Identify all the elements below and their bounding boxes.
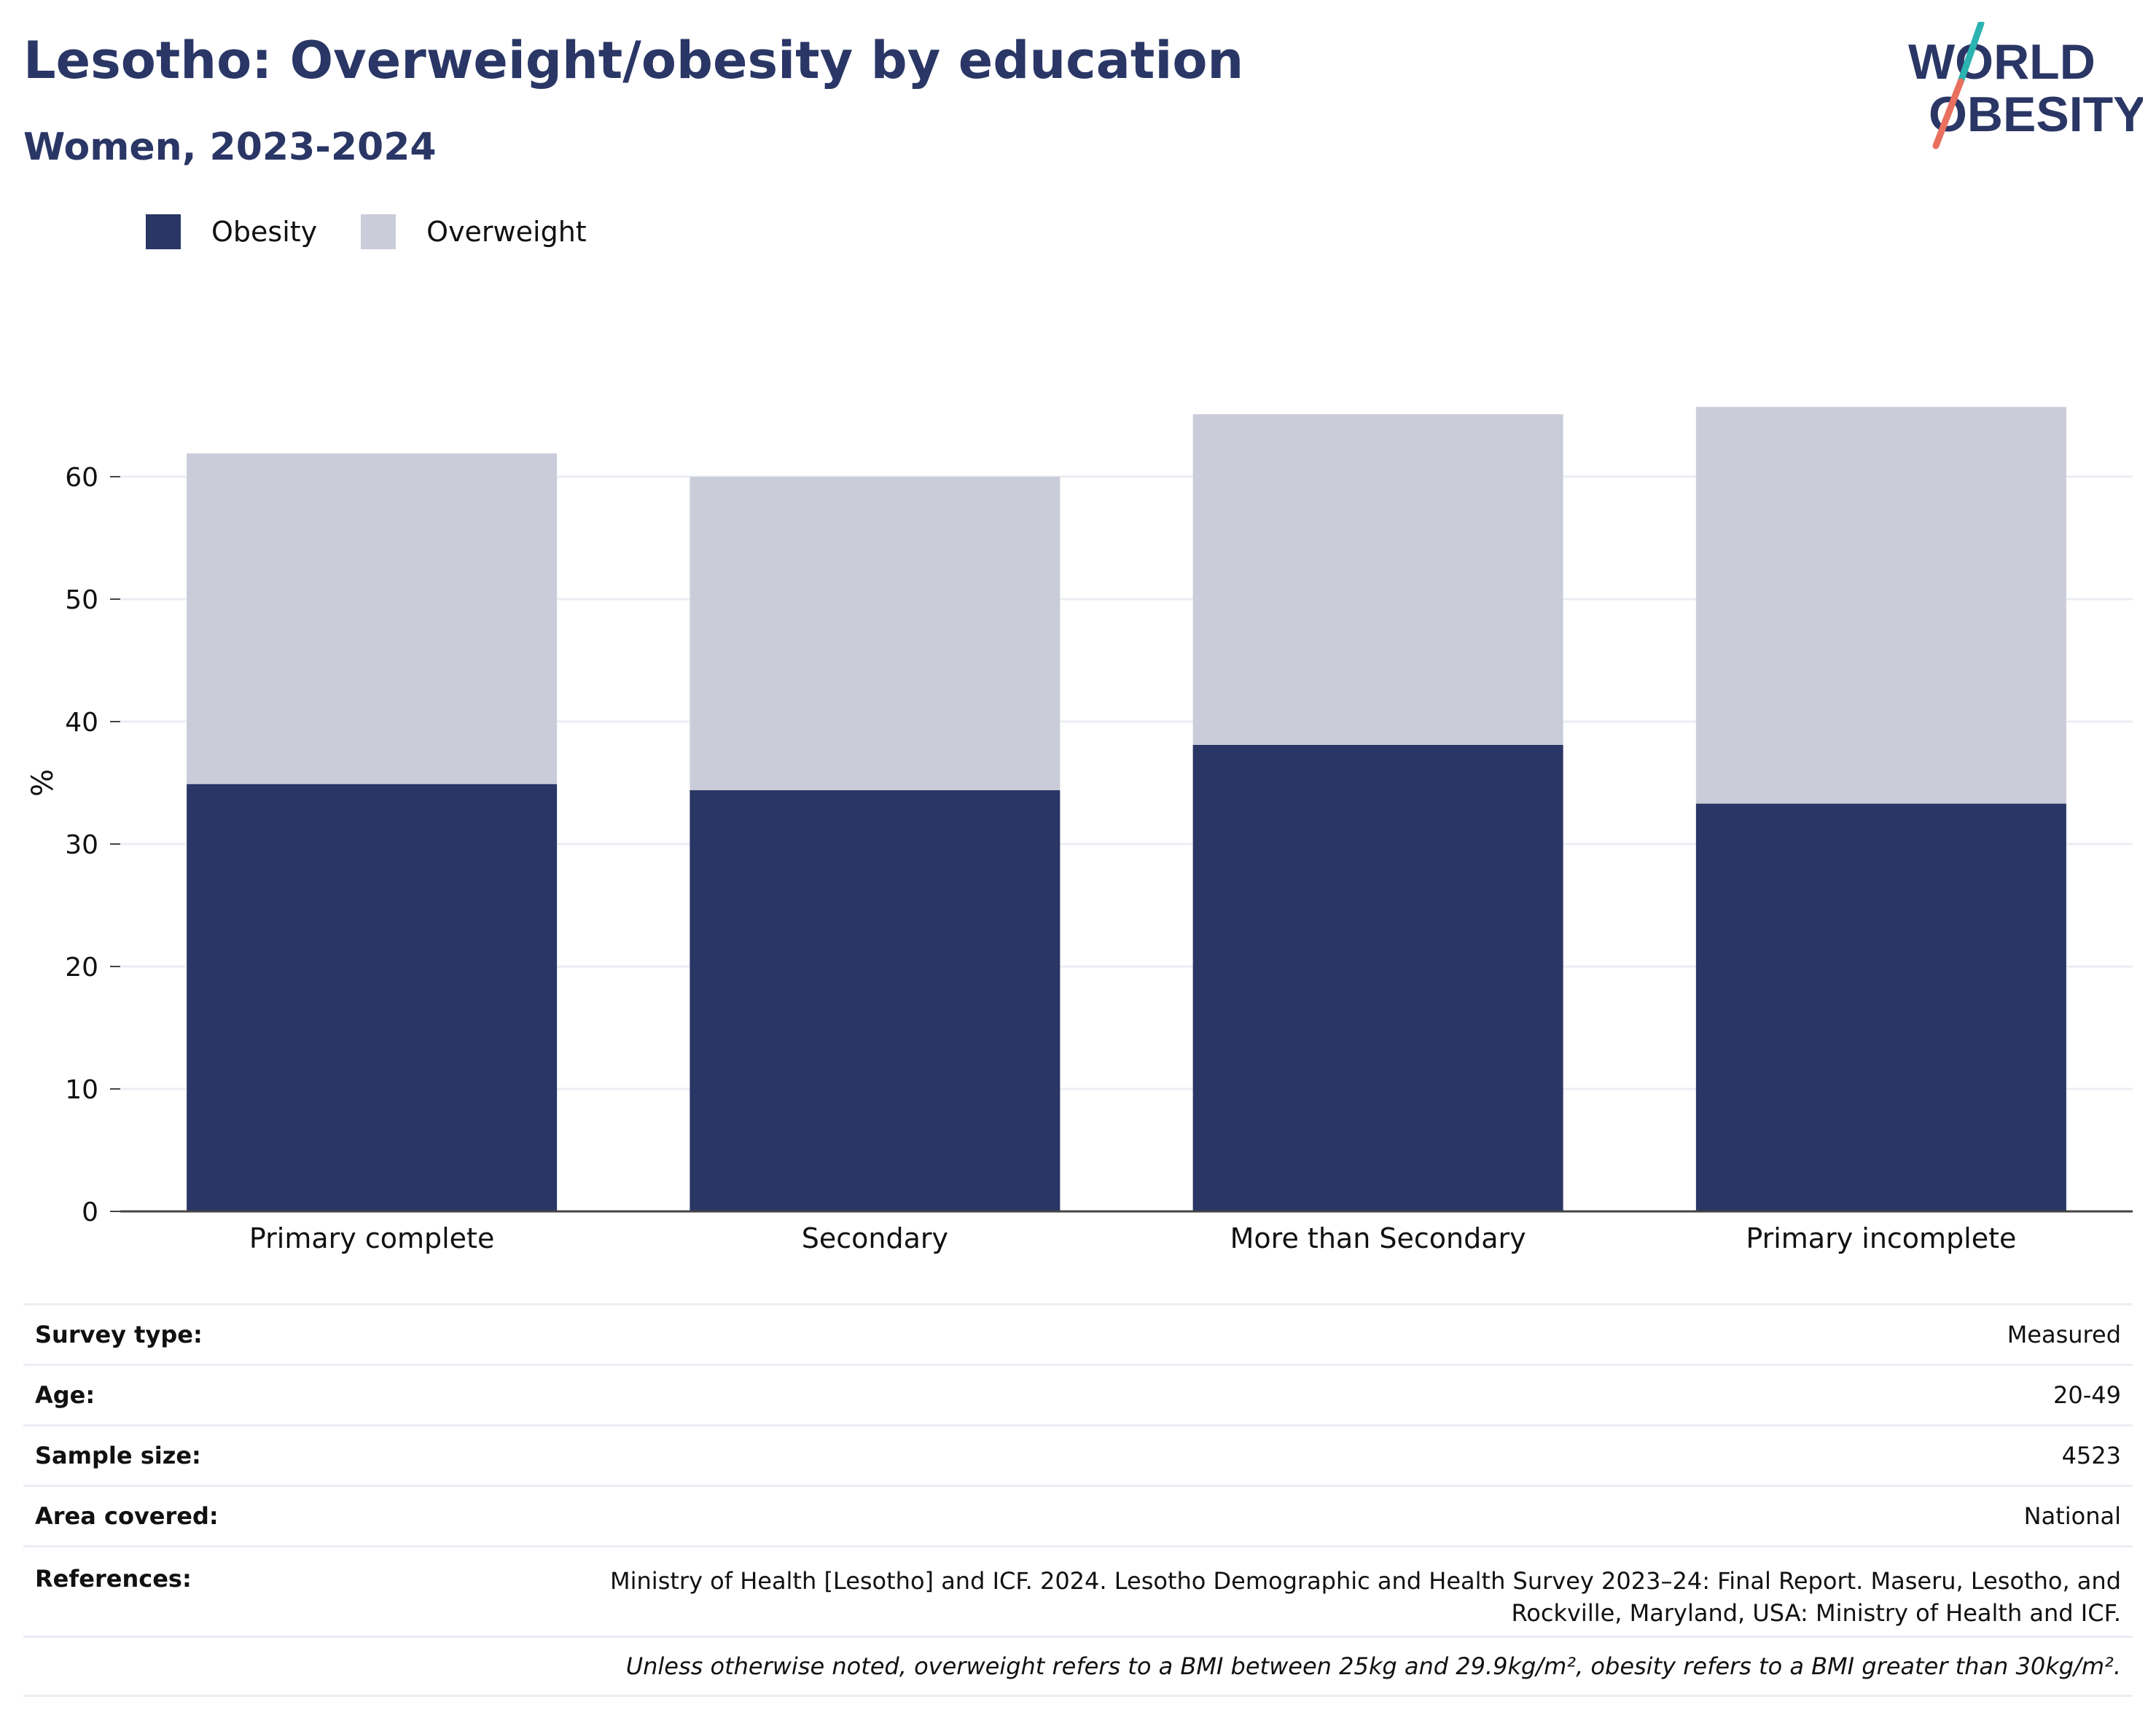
y-axis-title: %	[26, 769, 60, 797]
survey-info-table: Survey type: Measured Age: 20-49 Sample …	[23, 1303, 2133, 1697]
survey-type-label: Survey type:	[35, 1321, 203, 1348]
info-row-area-covered: Area covered: National	[23, 1485, 2133, 1545]
bar-overweight	[187, 453, 558, 784]
y-tick-label: 0	[82, 1198, 98, 1227]
x-category-label: More than Secondary	[1230, 1222, 1526, 1254]
chart-subtitle: Women, 2023-2024	[23, 125, 437, 169]
y-tick-label: 60	[65, 463, 98, 493]
x-category-label: Primary incomplete	[1746, 1222, 2016, 1254]
legend-swatch-obesity	[146, 214, 181, 249]
bar-obesity	[690, 790, 1061, 1211]
x-category-label: Secondary	[802, 1222, 948, 1254]
references-value: Ministry of Health [Lesotho] and ICF. 20…	[610, 1567, 2121, 1627]
chart-title: Lesotho: Overweight/obesity by education	[23, 31, 1244, 90]
sample-size-label: Sample size:	[35, 1442, 201, 1469]
bar-obesity	[1695, 803, 2066, 1211]
stacked-bar-chart: 0 10 20 30 40 50 60% Primary complete Secondary M…	[26, 407, 2133, 1254]
logo-slash-top	[1957, 22, 1985, 85]
bar-overweight	[1695, 407, 2066, 804]
legend-item-obesity[interactable]: Obesity	[146, 214, 317, 249]
bar-obesity	[187, 784, 558, 1211]
y-tick-label: 40	[65, 708, 98, 738]
y-tick-label: 50	[65, 585, 98, 615]
y-tick-label: 30	[65, 830, 98, 860]
bmi-definition-note: Unless otherwise noted, overweight refer…	[625, 1652, 2121, 1680]
world-obesity-logo: WORLD OBESITY	[1908, 22, 2143, 149]
area-covered-label: Area covered:	[35, 1502, 219, 1530]
logo-text-obesity: OBESITY	[1929, 87, 2143, 142]
references-label: References:	[35, 1565, 192, 1593]
logo-text-world: WORLD	[1908, 34, 2096, 90]
info-row-survey-type: Survey type: Measured	[23, 1303, 2133, 1364]
age-label: Age:	[35, 1381, 95, 1409]
y-tick-label: 10	[65, 1075, 98, 1105]
survey-type-value: Measured	[2007, 1321, 2121, 1348]
legend-label-overweight: Overweight	[426, 216, 587, 248]
legend-item-overweight[interactable]: Overweight	[361, 214, 587, 249]
age-value: 20-49	[2053, 1381, 2121, 1409]
x-category-label: Primary complete	[249, 1222, 494, 1254]
chart-legend: Obesity Overweight	[146, 214, 630, 249]
bar-overweight	[690, 477, 1061, 791]
bar-overweight	[1192, 414, 1563, 745]
info-row-sample-size: Sample size: 4523	[23, 1424, 2133, 1485]
sample-size-value: 4523	[2061, 1442, 2121, 1469]
info-row-note: Unless otherwise noted, overweight refer…	[23, 1636, 2133, 1697]
legend-label-obesity: Obesity	[211, 216, 318, 248]
logo-slash-bottom	[1932, 78, 1964, 149]
legend-swatch-overweight	[361, 214, 397, 249]
info-row-references: References: Ministry of Health [Lesotho]…	[23, 1545, 2133, 1636]
bar-obesity	[1192, 744, 1563, 1211]
area-covered-value: National	[2023, 1502, 2121, 1530]
y-tick-label: 20	[65, 953, 98, 983]
info-row-age: Age: 20-49	[23, 1364, 2133, 1424]
